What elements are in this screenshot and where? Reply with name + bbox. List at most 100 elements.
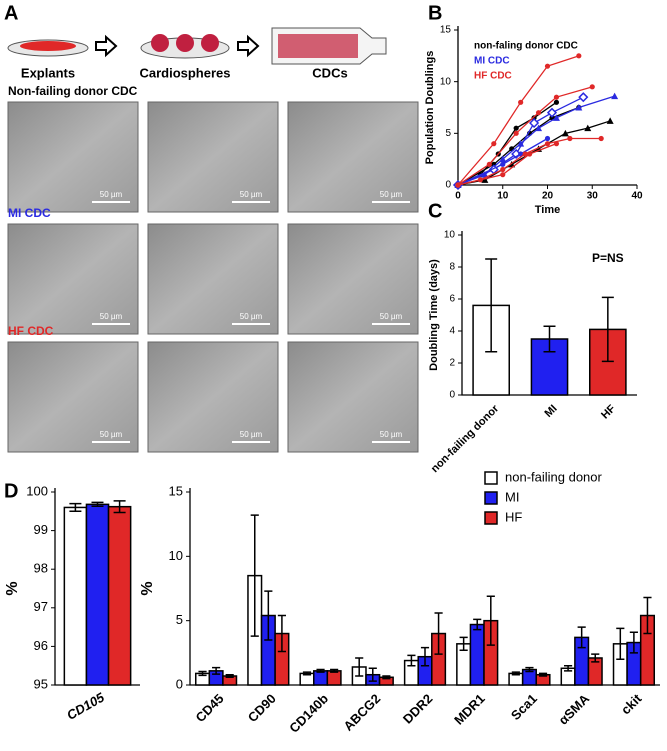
legend-label: non-faling donor CDC — [474, 41, 578, 52]
y-tick-label: 15 — [440, 25, 452, 36]
panel-label: D — [4, 480, 18, 502]
bar — [326, 670, 342, 686]
error-bar — [616, 627, 625, 661]
y-tick-label: 15 — [169, 483, 183, 498]
legend-swatch — [484, 511, 498, 525]
y-tick-label: 99 — [34, 522, 48, 537]
step-label: CDCs — [312, 65, 347, 80]
marker — [500, 166, 506, 173]
micrograph — [287, 223, 419, 335]
marker — [517, 140, 525, 147]
error-bar — [434, 612, 443, 655]
x-tick-label: CD90 — [245, 691, 279, 725]
scale-label: 50 µm — [240, 190, 263, 199]
y-tick-label: 96 — [34, 638, 48, 653]
marker — [491, 141, 497, 147]
marker — [544, 135, 551, 142]
micrograph — [7, 101, 139, 213]
error-bar — [543, 325, 556, 353]
panel-label: B — [428, 2, 442, 24]
error-bar — [459, 636, 468, 652]
marker — [575, 104, 583, 111]
error-bar — [473, 618, 482, 631]
x-tick-label: MI — [543, 403, 560, 420]
legend-label: HF — [505, 509, 522, 524]
micrograph — [147, 101, 279, 213]
error-bar — [486, 595, 495, 646]
y-tick-label: 95 — [34, 676, 48, 691]
y-tick-label: 5 — [445, 128, 451, 139]
marker — [576, 53, 582, 59]
error-bar — [420, 646, 430, 667]
error-bar — [485, 258, 498, 353]
marker — [455, 182, 461, 188]
error-bar — [302, 671, 312, 676]
marker — [527, 151, 533, 157]
error-bar — [591, 653, 600, 663]
x-tick-label: 10 — [497, 191, 509, 202]
x-tick-label: CD105 — [64, 689, 107, 723]
bar — [469, 623, 485, 686]
error-bar — [407, 654, 416, 667]
x-tick-label: CD140b — [286, 691, 331, 736]
y-tick-label: 10 — [444, 230, 456, 241]
y-tick-label: 0 — [176, 676, 183, 691]
marker — [500, 161, 506, 167]
x-tick-label: ckit — [618, 690, 645, 717]
y-axis-label: Population Doublings — [424, 51, 436, 165]
marker — [481, 176, 489, 183]
micrograph — [287, 101, 419, 213]
panel-label: A — [4, 2, 18, 24]
scale-label: 50 µm — [100, 190, 123, 199]
x-tick-label: 20 — [542, 191, 554, 202]
error-bar — [525, 666, 534, 673]
step-label: Explants — [21, 65, 75, 80]
y-tick-label: 6 — [449, 294, 455, 305]
micrograph — [287, 341, 419, 453]
x-axis-label: Time — [535, 204, 560, 216]
error-bar — [250, 514, 259, 637]
error-bar — [316, 668, 325, 673]
y-tick-label: 97 — [34, 599, 48, 614]
marker — [546, 107, 558, 118]
marker — [553, 141, 560, 147]
error-bar — [113, 500, 126, 514]
series-line — [457, 86, 593, 186]
scale-label: 50 µm — [380, 430, 403, 439]
error-bar — [643, 596, 652, 635]
legend-swatch — [484, 471, 498, 485]
error-bar — [212, 666, 221, 675]
scale-label: 50 µm — [100, 430, 123, 439]
marker — [584, 124, 592, 132]
y-tick-label: 10 — [440, 76, 452, 87]
marker — [589, 84, 595, 90]
error-bar — [538, 672, 548, 677]
marker — [578, 92, 589, 103]
micrograph — [7, 223, 139, 335]
y-tick-label: 5 — [176, 612, 183, 627]
error-bar — [577, 626, 586, 649]
bar — [313, 670, 329, 686]
error-bar — [629, 631, 638, 654]
marker — [606, 117, 614, 124]
panel-label: C — [428, 200, 442, 222]
legend-label: non-failing donor — [505, 469, 603, 484]
marker — [529, 117, 540, 129]
marker — [553, 94, 560, 100]
scale-label: 50 µm — [380, 190, 403, 199]
x-tick-label: 40 — [631, 191, 643, 202]
marker — [552, 114, 560, 121]
y-axis-label: % — [4, 581, 21, 595]
workflow-icons — [7, 27, 387, 65]
x-tick-label: 0 — [455, 191, 461, 202]
y-tick-label: 10 — [169, 548, 183, 563]
scale-label: 50 µm — [380, 312, 403, 321]
legend-label: HF CDC — [474, 71, 512, 82]
marker — [598, 135, 604, 142]
x-tick-label: DDR2 — [400, 691, 436, 727]
micrograph — [147, 341, 279, 453]
y-tick-label: 98 — [34, 561, 48, 576]
error-bar — [69, 502, 82, 513]
error-bar — [601, 296, 614, 363]
